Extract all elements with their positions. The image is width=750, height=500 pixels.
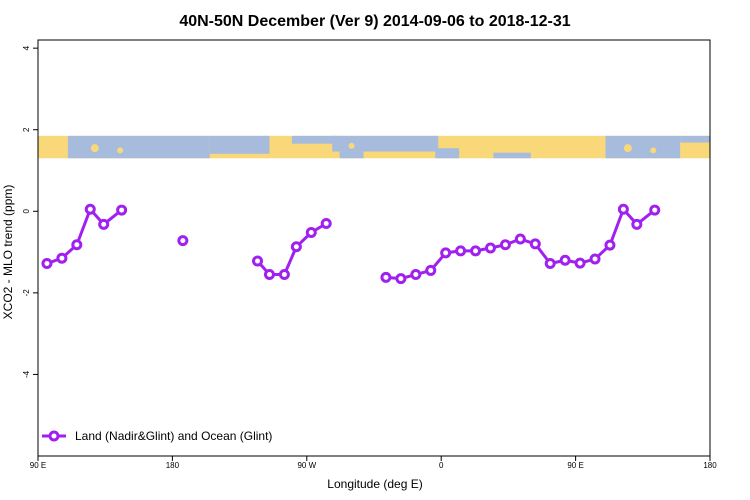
legend-label: Land (Nadir&Glint) and Ocean (Glint) <box>75 429 272 443</box>
map-ocean-1 <box>142 135 210 159</box>
plot-frame <box>37 39 711 457</box>
data-point <box>589 253 601 265</box>
legend: Land (Nadir&Glint) and Ocean (Glint) <box>42 429 272 443</box>
y-axis: 4 2 0 -2 -4 <box>22 45 38 378</box>
legend-marker <box>48 430 60 442</box>
map-ocean-3 <box>332 135 439 152</box>
x-tick-label: 180 <box>166 461 180 470</box>
data-point <box>380 271 392 283</box>
map-ocean-9 <box>680 135 710 143</box>
map-ocean-4 <box>339 151 364 159</box>
data-point <box>56 252 68 264</box>
data-point <box>98 218 110 230</box>
x-axis-label: Longitude (deg E) <box>327 477 422 491</box>
x-tick-label: 180 <box>703 461 717 470</box>
data-point <box>617 203 629 215</box>
map-island-2 <box>348 142 355 149</box>
data-point <box>177 235 189 247</box>
map-island-1 <box>117 147 124 154</box>
data-point <box>252 255 264 267</box>
data-point <box>278 269 290 281</box>
data-point <box>455 245 467 257</box>
x-tick-label: 90 W <box>297 461 316 470</box>
data-point <box>649 204 661 216</box>
map-ocean-8 <box>605 135 681 159</box>
data-point <box>574 257 586 269</box>
data-point <box>425 264 437 276</box>
data-point <box>263 269 275 281</box>
data-point <box>544 257 556 269</box>
map-ocean-7 <box>493 152 531 159</box>
map-ocean-6 <box>435 148 460 159</box>
x-tick-label: 90 E <box>567 461 583 470</box>
map-island-5 <box>650 147 657 154</box>
x-tick-label: 0 <box>439 461 444 470</box>
x-axis: 90 E 180 90 W 0 90 E 180 <box>30 456 717 470</box>
data-point <box>395 273 407 285</box>
y-axis-label: XCO2 - MLO trend (ppm) <box>1 185 15 320</box>
data-point <box>41 257 53 269</box>
x-tick-label: 90 E <box>30 461 46 470</box>
data-point <box>320 218 332 230</box>
map-island-3 <box>520 144 527 151</box>
data-point <box>71 239 83 251</box>
data-point <box>529 238 541 250</box>
data-point <box>499 239 511 251</box>
data-point <box>514 233 526 245</box>
data-point <box>410 269 422 281</box>
y-tick-label: 2 <box>22 127 31 132</box>
data-point <box>604 239 616 251</box>
map-ocean-5 <box>291 135 337 144</box>
chart-title: 40N-50N December (Ver 9) 2014-09-06 to 2… <box>179 13 570 30</box>
data-point <box>290 241 302 253</box>
data-point <box>84 203 96 215</box>
y-tick-label: -4 <box>22 370 31 378</box>
map-ocean-0 <box>67 135 143 159</box>
series-layer <box>41 203 661 285</box>
map-ocean-2 <box>209 135 270 154</box>
y-tick-label: 0 <box>22 209 31 214</box>
map-island-0 <box>90 144 99 153</box>
data-point <box>305 227 317 239</box>
data-point <box>559 254 571 266</box>
y-tick-label: 4 <box>22 45 31 50</box>
data-point <box>116 204 128 216</box>
y-tick-label: -2 <box>22 289 31 297</box>
data-point <box>440 247 452 259</box>
data-point <box>631 218 643 230</box>
map-island-4 <box>623 144 632 153</box>
data-point <box>484 242 496 254</box>
world-map-band <box>38 135 710 159</box>
data-point <box>470 245 482 257</box>
